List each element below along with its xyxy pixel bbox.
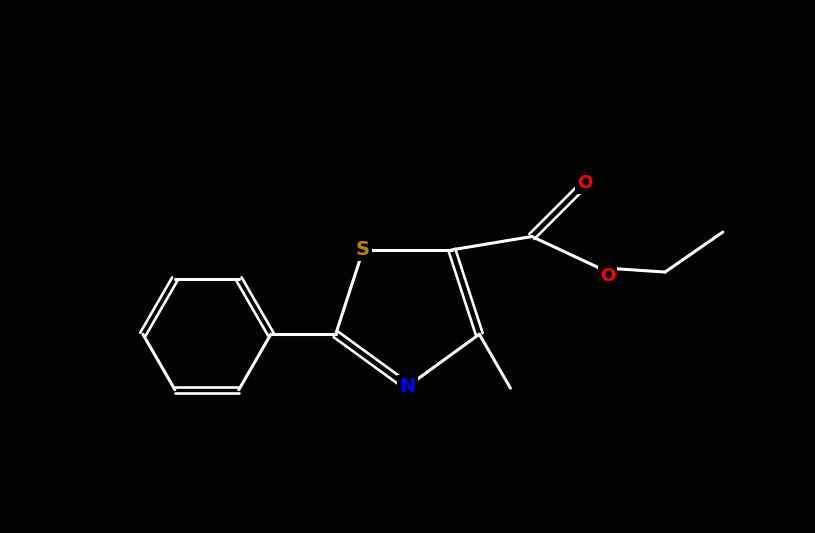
Text: S: S	[356, 240, 370, 260]
Text: N: N	[399, 377, 416, 396]
Text: O: O	[600, 268, 615, 286]
Text: O: O	[578, 174, 593, 192]
